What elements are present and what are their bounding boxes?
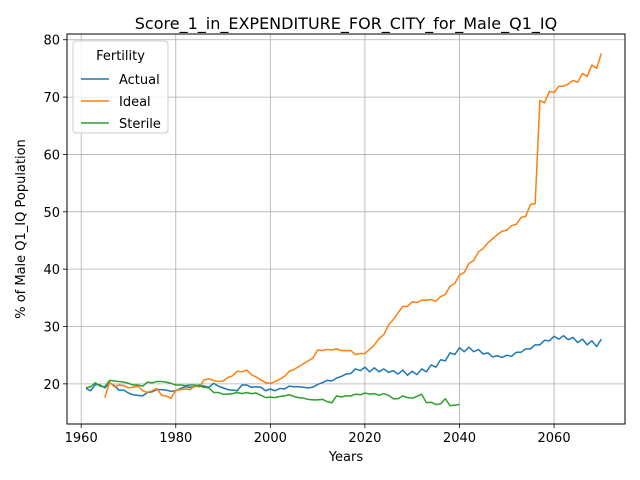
legend-label-ideal: Ideal: [119, 95, 151, 110]
legend-label-sterile: Sterile: [119, 117, 161, 132]
y-tick-label: 70: [43, 91, 60, 106]
plot-frame: [66, 33, 626, 425]
gridlines: [67, 34, 625, 424]
y-tick-label: 20: [43, 378, 60, 393]
legend-items: Actual Ideal Sterile: [81, 73, 161, 132]
series-line-actual: [85, 334, 602, 397]
x-tick-label: 1960: [65, 431, 98, 446]
plot-series: [85, 53, 603, 407]
y-tick-label: 50: [43, 206, 60, 221]
y-tick-label: 30: [43, 321, 60, 336]
y-axis-title: % of Male Q1_IQ Population: [14, 139, 29, 319]
x-tick-label: 1980: [159, 431, 192, 446]
axis-ticks: 1960 1980 2000 2020 2040 2060 20 30 40 50 60 70 80: [43, 34, 570, 446]
x-tick-label: 2000: [254, 431, 287, 446]
chart-title: Score_1_in_EXPENDITURE_FOR_CITY_for_Male…: [135, 14, 557, 34]
series-line-sterile: [85, 379, 460, 407]
legend-box: [72, 40, 169, 134]
y-tick-label: 80: [43, 34, 60, 49]
y-tick-label: 60: [43, 148, 60, 163]
legend: Fertility Actual Ideal Sterile: [72, 40, 169, 134]
x-tick-label: 2060: [538, 431, 571, 446]
x-axis-title: Years: [328, 450, 364, 465]
x-tick-label: 2040: [443, 431, 476, 446]
y-tick-label: 40: [43, 263, 60, 278]
series-line-ideal: [104, 53, 603, 399]
legend-title: Fertility: [96, 49, 145, 64]
legend-label-actual: Actual: [119, 73, 160, 88]
x-tick-label: 2020: [348, 431, 381, 446]
